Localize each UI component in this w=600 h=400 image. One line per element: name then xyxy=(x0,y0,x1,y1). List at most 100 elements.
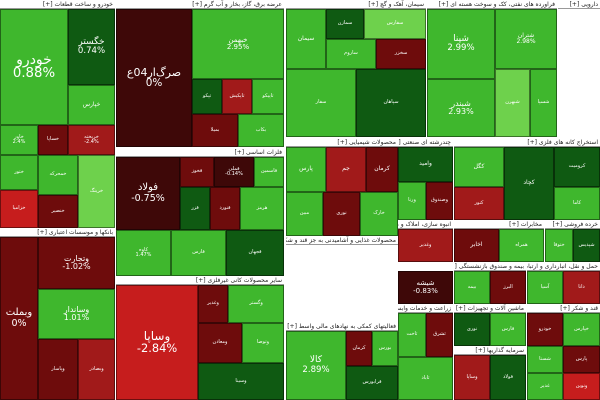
stock-tile-khr[interactable]: خرینگ xyxy=(78,155,115,228)
sector-header-investing[interactable]: چندرشته ای صنعتی [+] xyxy=(398,138,453,147)
stock-tile-khz[interactable]: خزامیا xyxy=(0,190,38,228)
stock-tile-cem2[interactable]: سمازن xyxy=(326,9,364,39)
sector-header-machinery[interactable]: ماشین آلات و تجهیزات [+] xyxy=(454,304,526,313)
stock-tile-shiran[interactable]: شتران 2.98% xyxy=(495,9,557,69)
stock-tile-vghadir[interactable]: وغدیر xyxy=(198,285,228,323)
stock-tile-vsiab[interactable]: وصندوق xyxy=(426,182,453,220)
stock-tile-m7[interactable]: شستا xyxy=(527,346,563,373)
stock-tile-khb[interactable]: خمحرکه xyxy=(38,155,78,195)
stock-tile-m6[interactable]: فولاد xyxy=(490,355,526,400)
stock-tile-m8[interactable]: پارس xyxy=(563,346,600,373)
stock-tile-m11[interactable]: ختوقا xyxy=(545,229,573,262)
stock-tile-khgostar[interactable]: خگستر 0.74% xyxy=(68,9,115,85)
stock-tile-foolad2[interactable]: فملی -0.14% xyxy=(214,157,254,187)
sector-header-misc[interactable]: سرمایه گذاریها [+] xyxy=(454,346,526,355)
stock-tile-krom[interactable]: کنور xyxy=(454,187,504,220)
stock-tile-ch1[interactable]: تپکو xyxy=(192,79,222,114)
stock-tile-fnoor[interactable]: فنورد xyxy=(210,187,240,230)
sector-header-sugar[interactable]: قند و شکر [+] xyxy=(527,304,600,313)
stock-tile-ch4[interactable]: بمیلا xyxy=(192,114,238,147)
stock-tile-kchad[interactable]: کچاد xyxy=(504,147,554,220)
stock-tile-kave[interactable]: کاوه 1.47% xyxy=(116,230,171,276)
stock-tile-vpasar[interactable]: وپاسار xyxy=(38,339,78,400)
sector-header-pharma[interactable]: دارویی [+] xyxy=(558,0,600,9)
stock-tile-navid[interactable]: نوری xyxy=(323,192,360,236)
stock-tile-vamid[interactable]: وامید xyxy=(398,147,453,182)
stock-tile-knoor[interactable]: کاما xyxy=(554,187,600,220)
stock-tile-kala4[interactable]: فرابورس xyxy=(346,366,398,400)
stock-tile-vsandar[interactable]: وساندار 1.01% xyxy=(38,289,115,339)
stock-tile-cem6[interactable]: سفار xyxy=(286,69,356,137)
stock-tile-farss[interactable]: فارس xyxy=(171,230,226,276)
sector-header-metals[interactable]: فلزات اساسی [+] xyxy=(116,148,284,157)
stock-tile-fasmin[interactable]: فاسمین xyxy=(254,157,284,187)
stock-tile-m9[interactable]: غدیر xyxy=(527,373,563,400)
stock-tile-fzar[interactable]: فزر xyxy=(180,187,210,230)
stock-tile-ch2[interactable]: تاپکیش xyxy=(222,79,252,114)
stock-tile-khodro[interactable]: خودرو 0.88% xyxy=(0,9,68,125)
stock-tile-ch5[interactable]: بکاب xyxy=(238,114,284,147)
stock-tile-vgha[interactable]: وغدیر xyxy=(398,229,453,262)
stock-tile-vrana[interactable]: ورنا xyxy=(398,182,426,220)
stock-tile-cem5[interactable]: سخزر xyxy=(376,39,426,69)
stock-tile-cem7[interactable]: سپاهان xyxy=(356,69,426,137)
stock-tile-rubber2[interactable]: ثشرق xyxy=(426,313,453,357)
stock-tile-khs1[interactable]: خساپا xyxy=(38,125,68,155)
stock-tile-shaspa[interactable]: شسپا xyxy=(530,69,557,137)
stock-tile-fooolad[interactable]: فولاد -0.75% xyxy=(116,157,180,230)
stock-tile-rubber1[interactable]: ثاخت xyxy=(398,313,426,357)
stock-tile-kmesh[interactable]: کرومیت xyxy=(554,147,600,187)
sector-header-banks[interactable]: بانکها و موسسات اعتباری [+] xyxy=(0,228,115,237)
stock-tile-kharg[interactable]: خارک xyxy=(360,192,398,236)
stock-tile-vsina[interactable]: وسینا xyxy=(198,363,284,400)
stock-tile-fgol[interactable]: فجهان xyxy=(226,230,284,276)
sector-header-finance[interactable]: فعالیتهای کمکی به نهادهای مالی واسط [+] xyxy=(286,322,398,331)
stock-tile-cem3[interactable]: سفارس xyxy=(364,9,426,39)
sector-header-chemprod[interactable]: محصولات شیمیایی [+] xyxy=(286,138,398,147)
sector-header-auto[interactable]: خودرو و ساخت قطعات [+] xyxy=(0,0,115,9)
stock-tile-vtoosa[interactable]: وتوصا xyxy=(242,323,284,363)
sector-header-insurance[interactable]: بیمه و صندوق بازنشستگی [+] xyxy=(454,262,526,271)
sector-header-telecom[interactable]: مخابرات [+] xyxy=(454,220,544,229)
sector-header-trade[interactable]: خرده فروشی [+] xyxy=(545,220,600,229)
stock-tile-inst3[interactable]: آسیا xyxy=(527,271,563,304)
stock-tile-vsapa[interactable]: وساپا -2.84% xyxy=(116,285,198,400)
stock-tile-shapna[interactable]: شپنا 2.99% xyxy=(427,9,495,79)
stock-tile-ch3[interactable]: تاپیکو xyxy=(252,79,284,114)
stock-tile-m4[interactable]: خپارس xyxy=(563,313,600,346)
sector-header-minerals[interactable]: محصولات غذایی و آشامیدنی به جز قند و شکر… xyxy=(286,236,398,245)
stock-tile-vtejarat[interactable]: وتجارت -1.02% xyxy=(38,237,115,289)
sector-header-agri[interactable]: زراعت و خدمات وابسته [+] xyxy=(398,304,453,313)
stock-tile-hamrah[interactable]: همراه xyxy=(499,229,544,262)
stock-tile-vmaaden[interactable]: ومعادن xyxy=(198,323,242,363)
stock-tile-shisha[interactable]: شیشه -0.83% xyxy=(398,271,453,304)
stock-tile-cem1[interactable]: سیمان xyxy=(286,9,326,69)
sector-header-chem[interactable]: عرضه برق، گاز، بخار و آب گرم [+] xyxy=(116,0,284,9)
stock-tile-kham[interactable]: خاور 2.4% xyxy=(0,125,38,155)
stock-tile-jam[interactable]: جم xyxy=(326,147,366,192)
sector-header-transport[interactable]: حمل و نقل، انبارداری و ارتباطات [+] xyxy=(527,262,600,271)
stock-tile-kgol[interactable]: کگل xyxy=(454,147,504,187)
stock-tile-m5[interactable]: وساپا xyxy=(454,355,490,400)
stock-tile-akhabar[interactable]: اخابر xyxy=(454,229,499,262)
stock-tile-inst4[interactable]: دانا xyxy=(563,271,600,304)
sector-header-cement[interactable]: سیمان، آهک و گچ [+] xyxy=(286,0,426,9)
stock-tile-kht[interactable]: ختور xyxy=(0,155,38,190)
stock-tile-mobin[interactable]: مبین xyxy=(286,192,323,236)
stock-tile-fkhoz[interactable]: فخوز xyxy=(180,157,214,187)
stock-tile-pars[interactable]: پارس xyxy=(286,147,326,192)
stock-tile-vb5[interactable]: وبصادر xyxy=(78,339,115,400)
stock-tile-shbhn[interactable]: شبهرن xyxy=(495,69,530,137)
stock-tile-kala[interactable]: کالا 2.89% xyxy=(286,331,346,400)
stock-tile-shbandar[interactable]: شبندر 2.93% xyxy=(427,79,495,137)
stock-tile-m2[interactable]: فارس xyxy=(490,313,526,346)
stock-tile-hormoz[interactable]: هرمز xyxy=(240,187,284,230)
sector-header-petro[interactable]: فراورده های نفتی، کک و سوخت هسته ای [+] xyxy=(427,0,557,9)
stock-tile-khpars[interactable]: خپارس xyxy=(68,85,115,125)
stock-tile-sarg[interactable]: صرگ‌ار04ع 0% xyxy=(116,9,192,147)
stock-tile-kaveh[interactable]: کرمان xyxy=(366,147,398,192)
stock-tile-rubber3[interactable]: ثاباد xyxy=(398,357,453,400)
stock-tile-kala3[interactable]: بورس xyxy=(372,331,398,366)
stock-tile-m3[interactable]: خودرو xyxy=(527,313,563,346)
sector-header-nonmetal[interactable]: سایر محصولات کانی غیرفلزی [+] xyxy=(116,276,284,285)
